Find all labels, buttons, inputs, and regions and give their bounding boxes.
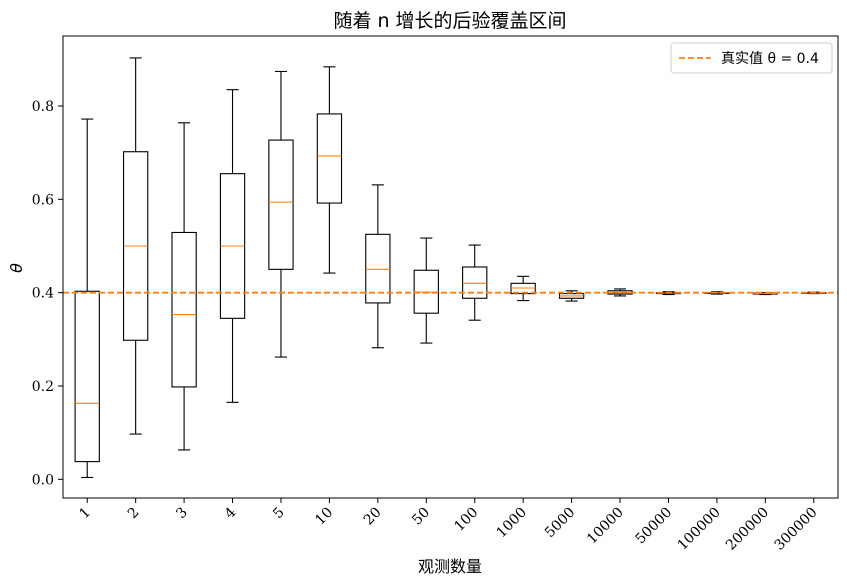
x-tick-label: 50 (409, 505, 433, 529)
x-tick-label: 300000 (771, 505, 820, 554)
x-tick-label: 5 (270, 505, 288, 523)
legend: 真实值 θ = 0.4 (670, 42, 833, 74)
box-body (268, 139, 294, 270)
x-axis: 1 2 3 4 5 10 20 50 100 1000 5000 10000 50000 100000 20… (76, 498, 821, 554)
y-tick-label: 0.6 (32, 192, 54, 208)
plot-area (62, 35, 839, 499)
box-1000 (510, 275, 536, 302)
box-10 (316, 66, 343, 274)
box-5000 (558, 290, 585, 302)
plot-frame (62, 35, 839, 499)
box-5 (268, 70, 294, 358)
box-body (462, 266, 488, 299)
y-axis-label: θ (7, 263, 26, 273)
x-axis-label: 观测数量 (418, 557, 482, 576)
legend-label: 真实值 θ = 0.4 (721, 51, 819, 67)
box-body (365, 233, 391, 304)
x-tick-label: 5000 (542, 505, 579, 542)
x-tick-label: 3 (173, 505, 191, 523)
chart-title: 随着 n 增长的后验覆盖区间 (333, 10, 566, 32)
x-tick-label: 100000 (675, 505, 724, 554)
box-2 (122, 57, 149, 435)
box-20 (365, 184, 391, 349)
x-tick-label: 4 (222, 504, 240, 522)
x-tick-label: 100 (451, 505, 481, 535)
legend-frame (670, 42, 833, 74)
x-tick-label: 50000 (632, 505, 675, 548)
box-body (316, 113, 343, 204)
box-50 (413, 237, 439, 344)
y-tick-label: 0.0 (32, 472, 54, 488)
x-tick-label: 2 (125, 505, 143, 523)
box-10000 (607, 288, 633, 297)
y-axis: 0.0 0.2 0.4 0.6 0.8 (32, 99, 63, 488)
y-tick-label: 0.4 (32, 286, 54, 302)
box-100 (462, 244, 488, 321)
x-tick-label: 20 (361, 505, 385, 529)
x-tick-label: 10000 (584, 505, 627, 548)
y-tick-label: 0.2 (32, 379, 54, 395)
box-body (74, 290, 100, 463)
x-tick-label: 1 (76, 505, 94, 523)
x-tick-label: 1000 (493, 505, 530, 542)
box-body (171, 231, 197, 388)
x-tick-label: 200000 (723, 505, 772, 554)
x-tick-label: 10 (312, 505, 336, 529)
box-4 (219, 89, 246, 403)
box-3 (171, 122, 197, 451)
box-1 (74, 118, 100, 479)
y-tick-label: 0.8 (32, 99, 54, 115)
